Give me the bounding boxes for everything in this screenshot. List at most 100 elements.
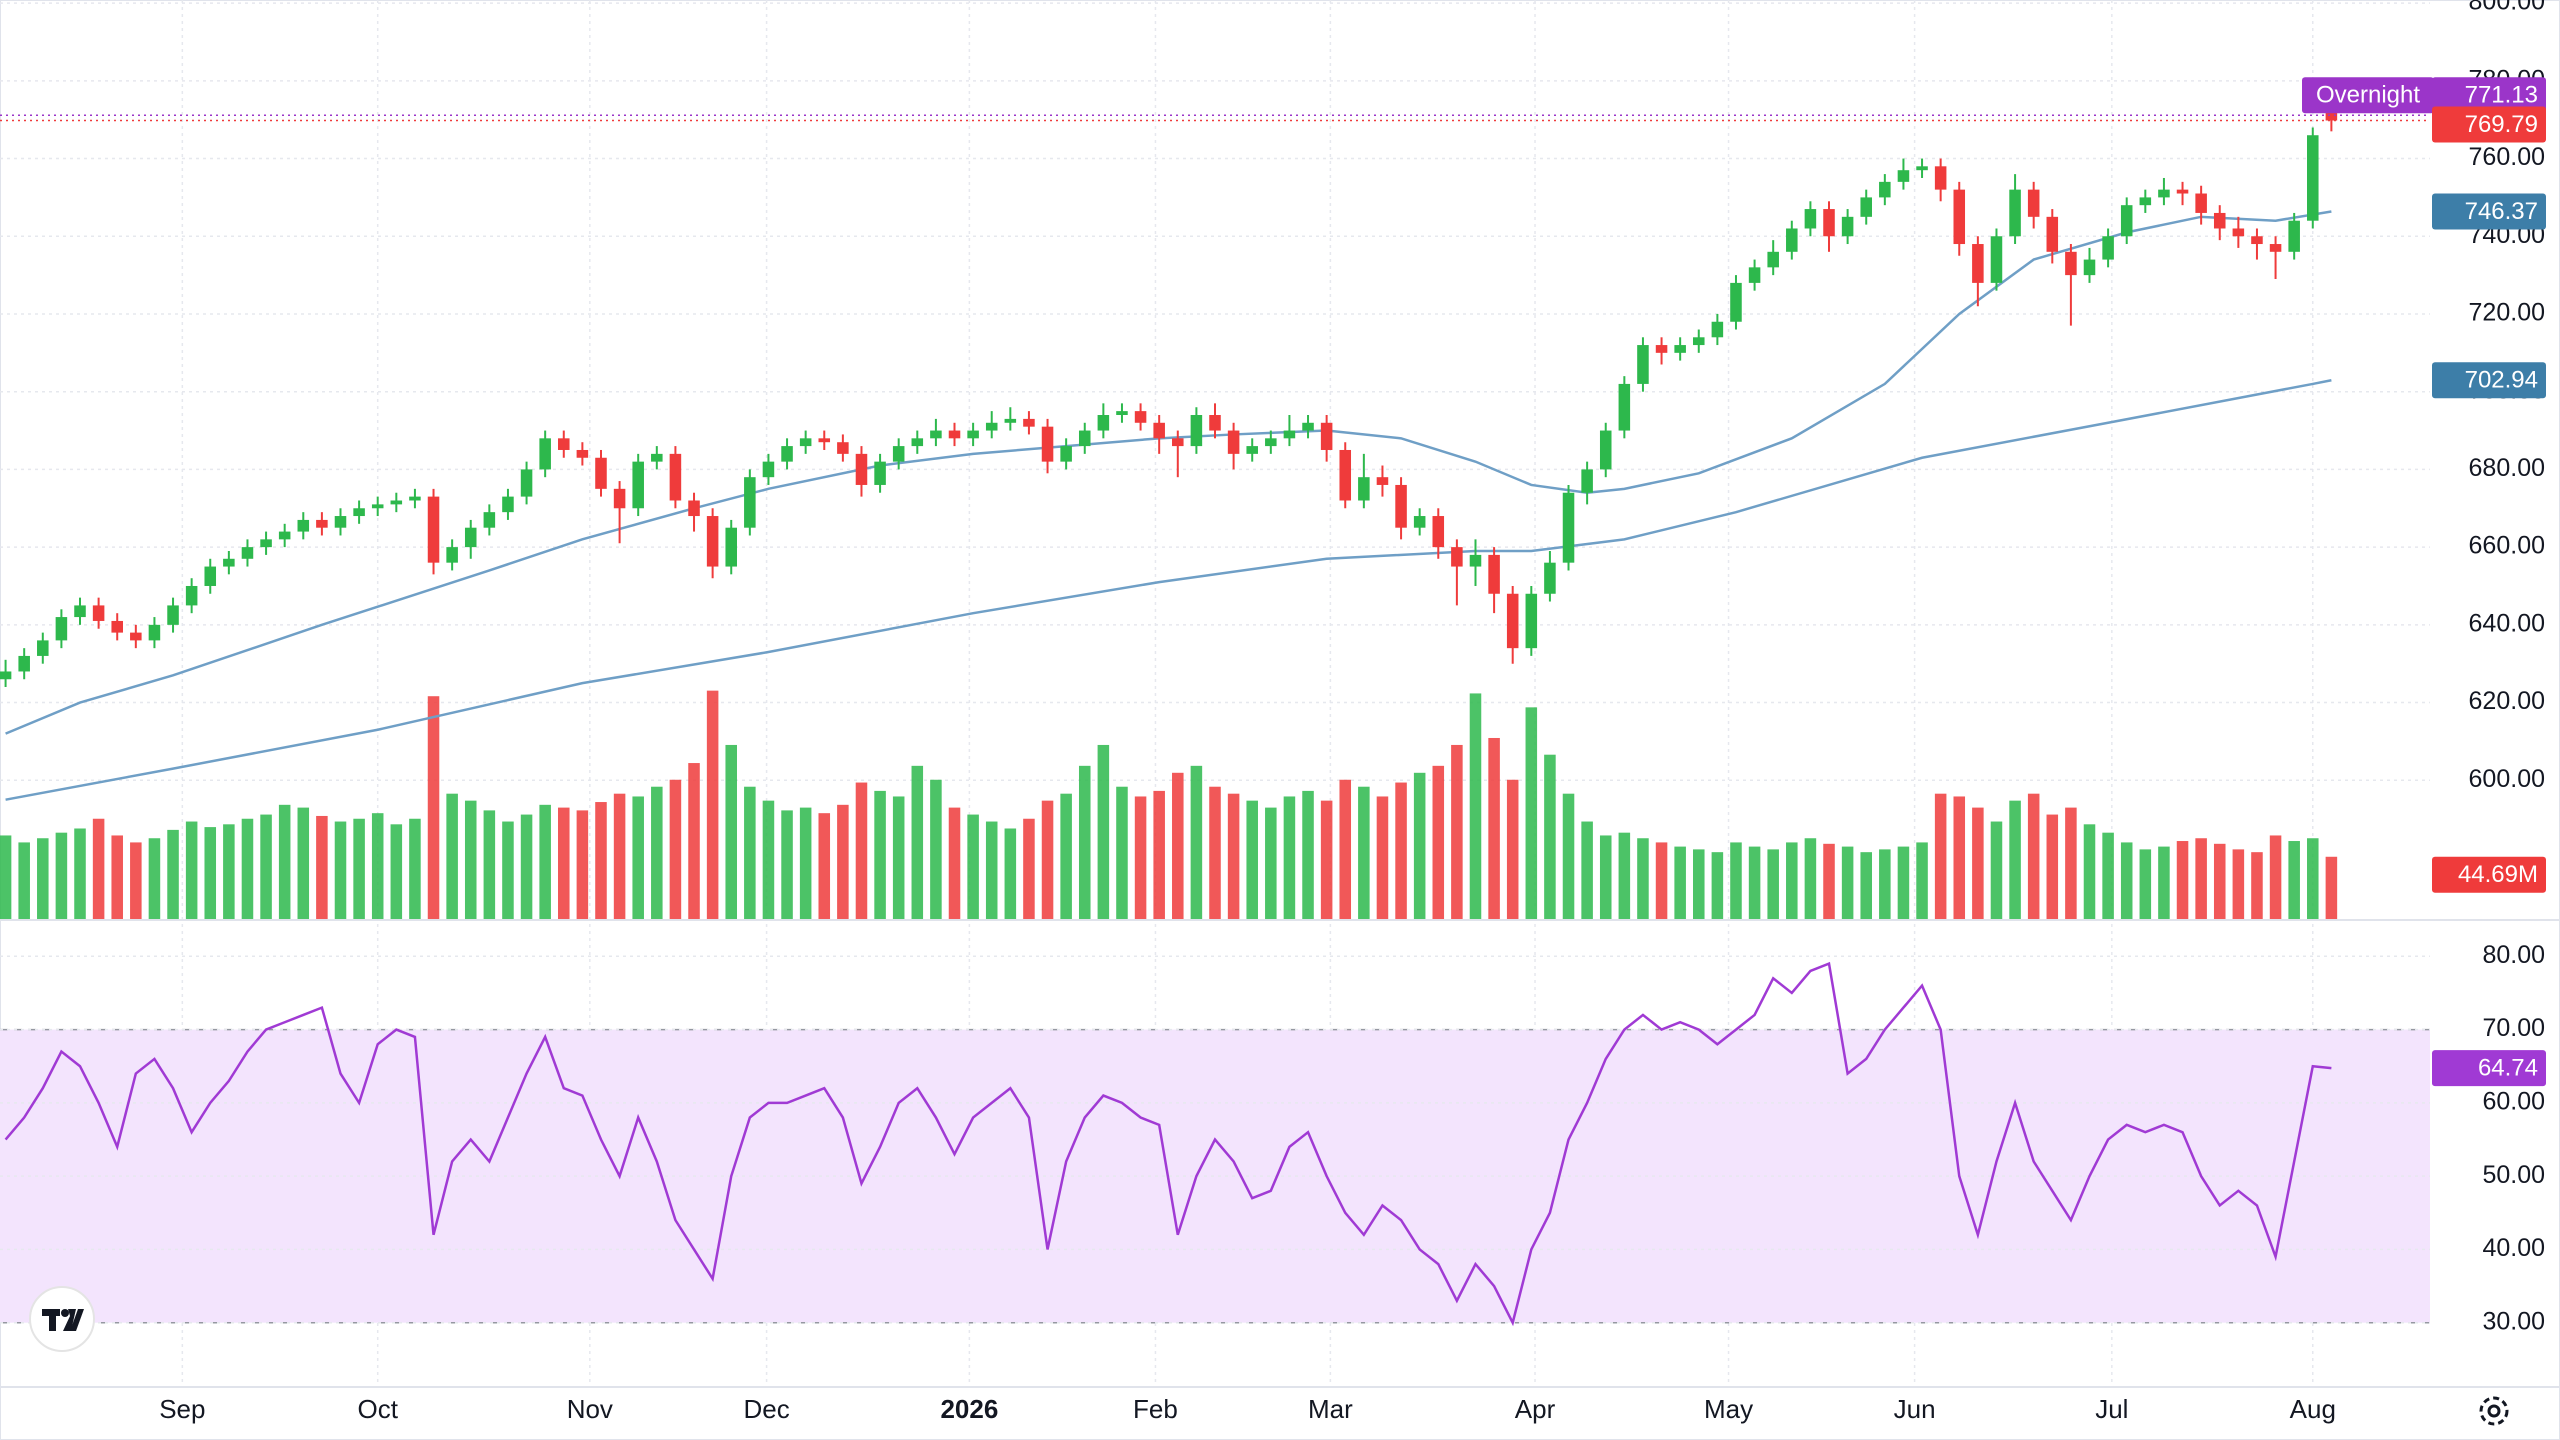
volume-bar xyxy=(18,842,30,919)
volume-bar xyxy=(1023,818,1035,919)
candle-body xyxy=(148,624,161,641)
volume-bar xyxy=(1767,849,1779,919)
volume-bar xyxy=(706,690,719,919)
candle-body xyxy=(2288,220,2300,252)
candle-body xyxy=(1227,430,1240,454)
gear-inner xyxy=(2487,1404,2501,1418)
candle-body xyxy=(1153,422,1165,439)
candle-body xyxy=(1469,554,1482,567)
y-tick-label: 760.00 xyxy=(2469,143,2545,171)
volume-bar xyxy=(1376,796,1389,919)
candle-body xyxy=(1320,422,1333,450)
candle-body xyxy=(1190,415,1203,447)
settings-button[interactable] xyxy=(2479,1396,2509,1426)
y-tick-label: 50.00 xyxy=(2482,1161,2545,1189)
volume-bar xyxy=(241,818,254,919)
logo-badge xyxy=(29,1286,95,1352)
volume-bar xyxy=(74,828,86,919)
volume-bar xyxy=(223,824,235,919)
candle-body xyxy=(930,430,942,439)
volume-bar xyxy=(855,782,868,919)
gear-outer xyxy=(2479,1396,2509,1426)
volume-bar xyxy=(539,804,551,919)
volume-bar xyxy=(1320,800,1333,919)
candle-body xyxy=(1544,562,1556,594)
x-tick-label: Oct xyxy=(357,1394,398,1424)
candle-body xyxy=(837,442,849,454)
candle-body xyxy=(74,605,86,618)
volume-bar xyxy=(1674,846,1686,919)
volume-bar xyxy=(2325,856,2338,919)
candle-body xyxy=(558,438,570,450)
candle-body xyxy=(2083,259,2096,276)
volume-bar xyxy=(930,779,942,919)
volume-bar xyxy=(371,813,384,919)
volume-bar xyxy=(2139,849,2152,919)
volume-bar xyxy=(260,814,272,919)
candle-body xyxy=(1376,477,1389,485)
candle-body xyxy=(2307,135,2319,221)
volume-bar xyxy=(1209,786,1221,919)
candle-body xyxy=(427,496,440,563)
overnight-tag-box xyxy=(2432,77,2546,114)
candle-body xyxy=(669,453,682,501)
candle-body xyxy=(985,422,998,431)
volume-bar xyxy=(1897,846,1910,919)
ma-tag-box xyxy=(2432,362,2546,399)
candle-body xyxy=(762,461,775,478)
volume-bar xyxy=(1488,737,1500,919)
candle-body xyxy=(2251,236,2263,245)
candle-body xyxy=(185,585,198,606)
candle-body xyxy=(1804,209,1817,229)
candle-body xyxy=(1395,484,1407,528)
candle-body xyxy=(2027,189,2040,217)
candle-body xyxy=(260,539,272,548)
y-tick-label: 80.00 xyxy=(2482,941,2545,969)
candle-body xyxy=(948,430,961,439)
candle-body xyxy=(130,632,142,641)
volume-bar xyxy=(1041,800,1054,919)
candle-body xyxy=(1078,430,1091,447)
volume-bar xyxy=(688,763,700,919)
candle-body xyxy=(2176,189,2189,194)
candle-body xyxy=(1060,446,1072,462)
candle-body xyxy=(1879,181,1891,198)
volume-bar xyxy=(1246,800,1258,919)
overnight-label-box xyxy=(2302,77,2434,114)
candle-body xyxy=(2213,212,2226,229)
candle-body xyxy=(464,527,477,548)
volume-bar xyxy=(1190,765,1203,919)
volume-bar xyxy=(558,807,570,919)
candle-body xyxy=(651,453,663,462)
volume-bar xyxy=(1581,821,1593,919)
volume-bar xyxy=(1172,772,1184,919)
volume-bar xyxy=(2046,814,2059,919)
volume-bar xyxy=(390,824,403,919)
candle-body xyxy=(1562,492,1575,563)
volume-bar xyxy=(334,821,347,919)
candle-body xyxy=(781,446,793,462)
volume-bar xyxy=(409,818,421,919)
candle-body xyxy=(1599,430,1612,470)
candle-body xyxy=(1692,337,1705,346)
rsi-tag: 64.74 xyxy=(2478,1054,2538,1081)
candle-body xyxy=(1730,282,1742,322)
candle-body xyxy=(1916,166,1928,171)
volume-bar xyxy=(37,838,49,919)
volume-bar xyxy=(1506,779,1519,919)
candle-body xyxy=(483,512,496,528)
candle-body xyxy=(223,558,235,567)
volume-bar xyxy=(651,786,663,919)
candle-body xyxy=(111,620,123,633)
candle-body xyxy=(2102,236,2114,260)
candle-body xyxy=(799,438,812,447)
rsi-tag-box xyxy=(2432,1050,2546,1087)
last-price-tag-box xyxy=(2432,106,2546,143)
volume-bar xyxy=(520,814,533,919)
volume-bar xyxy=(1060,793,1072,919)
candle-body xyxy=(595,457,607,489)
volume-bar xyxy=(1097,744,1110,919)
candle-body xyxy=(316,519,328,528)
candle-body xyxy=(1134,411,1147,423)
